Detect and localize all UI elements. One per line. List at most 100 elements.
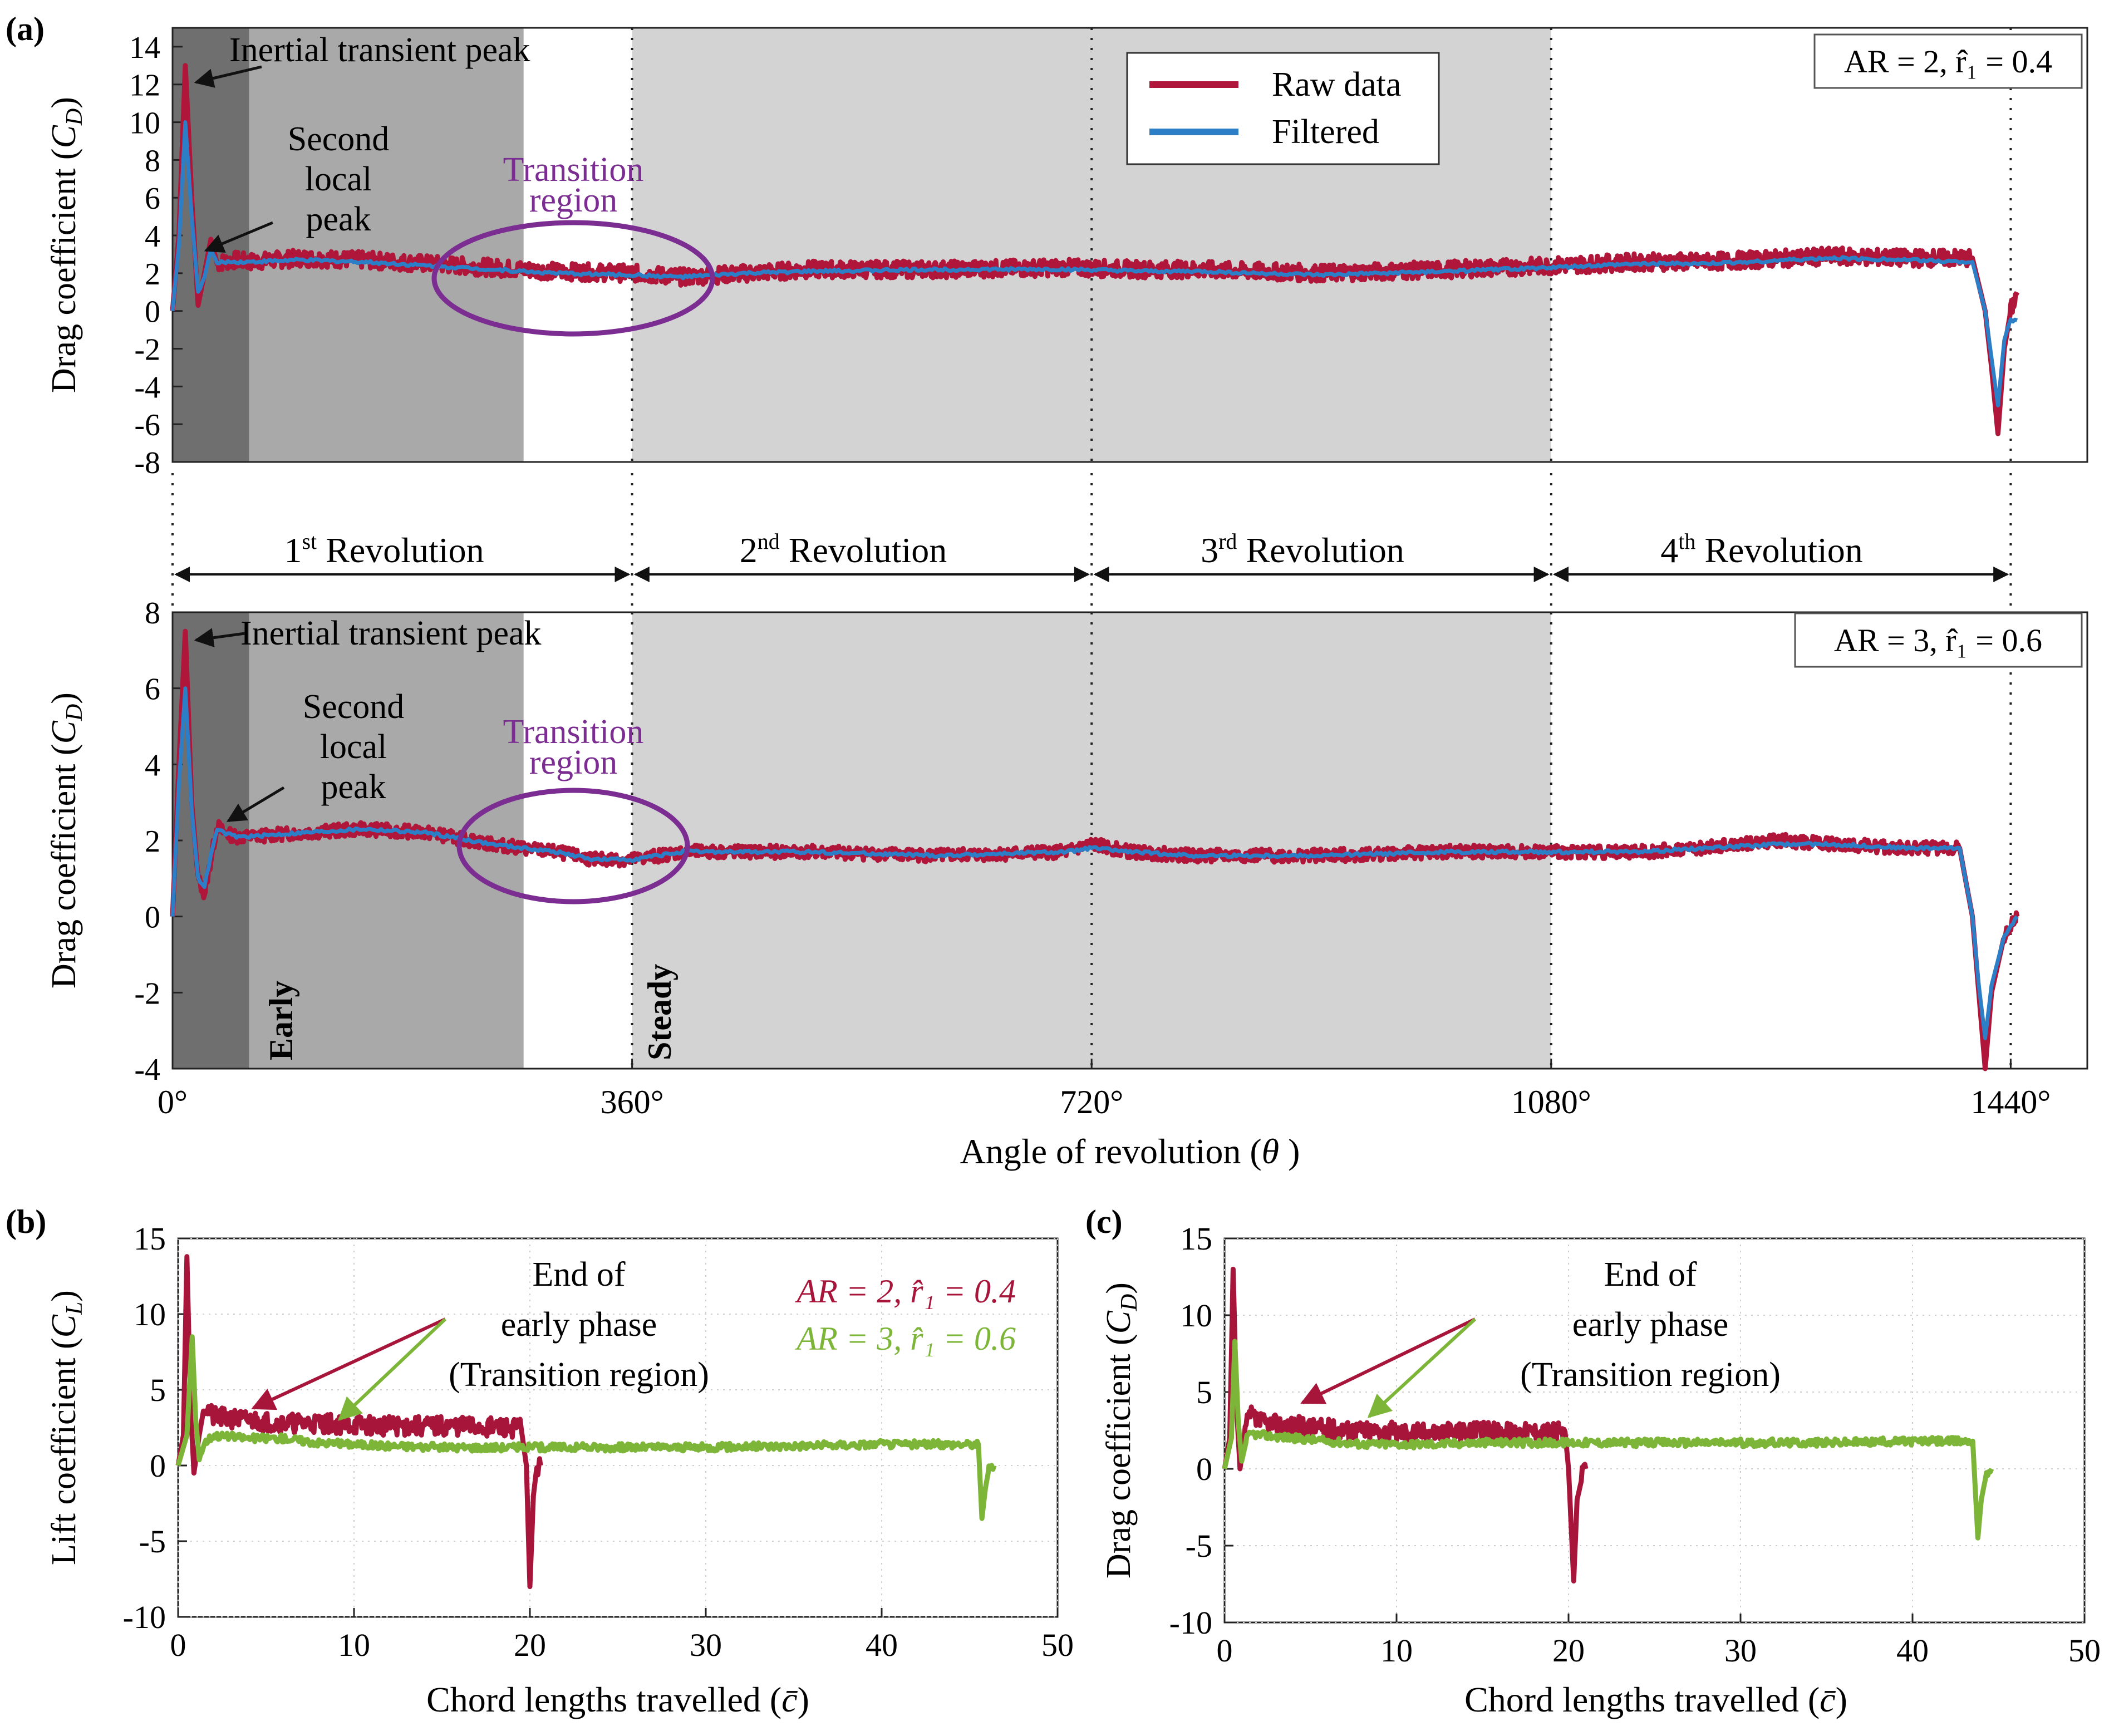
y-tick-label: 0: [1196, 1451, 1212, 1487]
series-ar3: [175, 1334, 997, 1521]
y-tick-label: -4: [134, 1053, 160, 1087]
y-tick-label: 0: [145, 295, 160, 330]
x-axis-label: Chord lengths travelled (c̄): [1464, 1680, 1847, 1719]
legend-label-ar2: AR = 2, r̂₁ = 0.4: [795, 1273, 1016, 1310]
annotation-arrow-ar3: [337, 1317, 447, 1421]
x-axis-label: Chord lengths travelled (c̄): [426, 1680, 809, 1719]
annotation-arrow-ar2: [251, 1317, 446, 1410]
config-label: AR = 3, r̂₁ = 0.6: [1834, 622, 2042, 658]
y-tick-label: -10: [123, 1599, 166, 1635]
x-tick-label: 20: [1552, 1632, 1585, 1669]
y-tick-label: 2: [145, 824, 160, 859]
y-tick-label: 6: [145, 672, 160, 707]
revolution-label-4: 4th Revolution: [1660, 529, 1863, 570]
x-tick-label: 30: [690, 1627, 722, 1663]
panel-label-a: (a): [6, 11, 45, 47]
y-tick-label: -5: [139, 1523, 166, 1560]
x-tick-label: 0: [1217, 1632, 1233, 1669]
transition-ellipse: [456, 788, 690, 904]
x-tick-label: 0: [170, 1627, 186, 1663]
y-tick-label: 4: [145, 748, 160, 783]
annotation-arrow: [194, 65, 262, 88]
y-tick-label: 14: [129, 31, 160, 65]
panel-c: (c) 0 10 20 30 40 50 -10 -5 0 5 10 15 Drag coeffici…: [1085, 1203, 2101, 1719]
y-tick-label: -5: [1186, 1528, 1212, 1564]
legend-label-ar3: AR = 3, r̂₁ = 0.6: [795, 1320, 1016, 1357]
y-tick-label: 2: [145, 257, 160, 292]
annotation-line2: early phase: [501, 1306, 657, 1344]
x-tick-label: 1440°: [1970, 1084, 2051, 1120]
annotation-second-peak-line1: Second: [303, 688, 405, 726]
y-tick-label: 6: [145, 181, 160, 216]
annotation-arrow-ar2: [1300, 1317, 1476, 1404]
annotation-arrow: [194, 628, 245, 648]
legend: Raw data Filtered: [1126, 52, 1440, 165]
x-tick-label: 720°: [1060, 1084, 1123, 1120]
series-ar2: [1222, 1266, 1589, 1583]
x-tick-label: 40: [1896, 1632, 1929, 1669]
annotation-transition-line1: Transition: [503, 713, 644, 751]
annotation-second-peak-line2: local: [320, 728, 387, 766]
shaded-region-mid: [249, 28, 524, 462]
series-ar2-line: [1222, 1266, 1589, 1583]
y-tick-label: 8: [145, 144, 160, 178]
y-axis-ticks: -4 -2 0 2 4 6 8: [134, 596, 183, 1087]
panel-label-c: (c): [1085, 1203, 1123, 1240]
annotation-line1: End of: [532, 1256, 625, 1294]
revolution-band: 1st Revolution 2nd Revolution 3rd Revolu…: [171, 473, 2012, 609]
series-ar3-line: [175, 1334, 997, 1521]
annotation-transition-line1: Transition: [503, 151, 644, 189]
y-axis-label: Drag coefficient (CD): [1100, 1282, 1142, 1578]
y-tick-label: 4: [145, 219, 160, 254]
annotation-inertial-peak: Inertial transient peak: [229, 31, 530, 69]
y-tick-label: 5: [1196, 1374, 1212, 1410]
annotation-arrow: [204, 221, 273, 253]
x-axis-label: Angle of revolution (θ ): [960, 1132, 1300, 1171]
config-box: [1794, 612, 2083, 668]
y-tick-label: -4: [134, 370, 160, 405]
legend-label-raw: Raw data: [1272, 66, 1401, 104]
x-tick-label: 10: [1380, 1632, 1413, 1669]
y-tick-label: 10: [1180, 1297, 1212, 1334]
x-tick-label: 1080°: [1511, 1084, 1591, 1120]
annotation-inertial-peak: Inertial transient peak: [240, 614, 542, 652]
x-tick-label: 10: [338, 1627, 370, 1663]
phase-label-early: Early: [263, 981, 299, 1060]
plot-frame: [171, 27, 2088, 463]
annotation-second-peak-line2: local: [305, 160, 372, 198]
legend-label-filtered: Filtered: [1272, 113, 1379, 151]
revolution-arrows: [171, 473, 2012, 609]
y-tick-label: -10: [1169, 1605, 1212, 1641]
y-axis-label: Drag coefficient (CD): [45, 97, 87, 393]
plot-frame: [1223, 1237, 2086, 1624]
annotation-second-peak-line1: Second: [288, 120, 390, 158]
y-tick-label: 0: [145, 901, 160, 935]
series-ar3-line: [1222, 1339, 1994, 1541]
y-axis-label: Lift coefficient (CL): [45, 1290, 87, 1565]
y-tick-label: 12: [129, 68, 160, 103]
revolution-boundaries: [631, 28, 2012, 462]
panel-b: (b) 0 10 20 30 40 50 -10 -5 0 5 10 15 Lift coeffici…: [6, 1203, 1074, 1719]
series-filtered: [170, 120, 2018, 407]
x-tick-label: 0°: [158, 1084, 188, 1120]
revolution-label-2: 2nd Revolution: [740, 529, 947, 570]
axis-ticks: 0 10 20 30 40 50 -10 -5 0 5 10 15: [123, 1221, 1074, 1663]
annotation-line1: End of: [1604, 1256, 1697, 1294]
y-axis-label: Drag coefficient (CD): [45, 692, 87, 989]
series-filtered: [170, 686, 2019, 1040]
grid: [1224, 1238, 2085, 1623]
transition-ellipse: [431, 220, 715, 337]
annotation-line3: (Transition region): [449, 1356, 709, 1394]
annotation-transition-line2: region: [529, 181, 617, 219]
filtered-line: [170, 686, 2019, 1040]
y-tick-label: 5: [150, 1372, 166, 1408]
config-box: [1813, 33, 2083, 89]
series-ar3: [1222, 1339, 1994, 1541]
y-tick-label: -2: [134, 976, 160, 1011]
x-tick-label: 50: [1041, 1627, 1074, 1663]
y-tick-label: -6: [134, 408, 160, 442]
y-tick-label: 15: [134, 1221, 166, 1257]
